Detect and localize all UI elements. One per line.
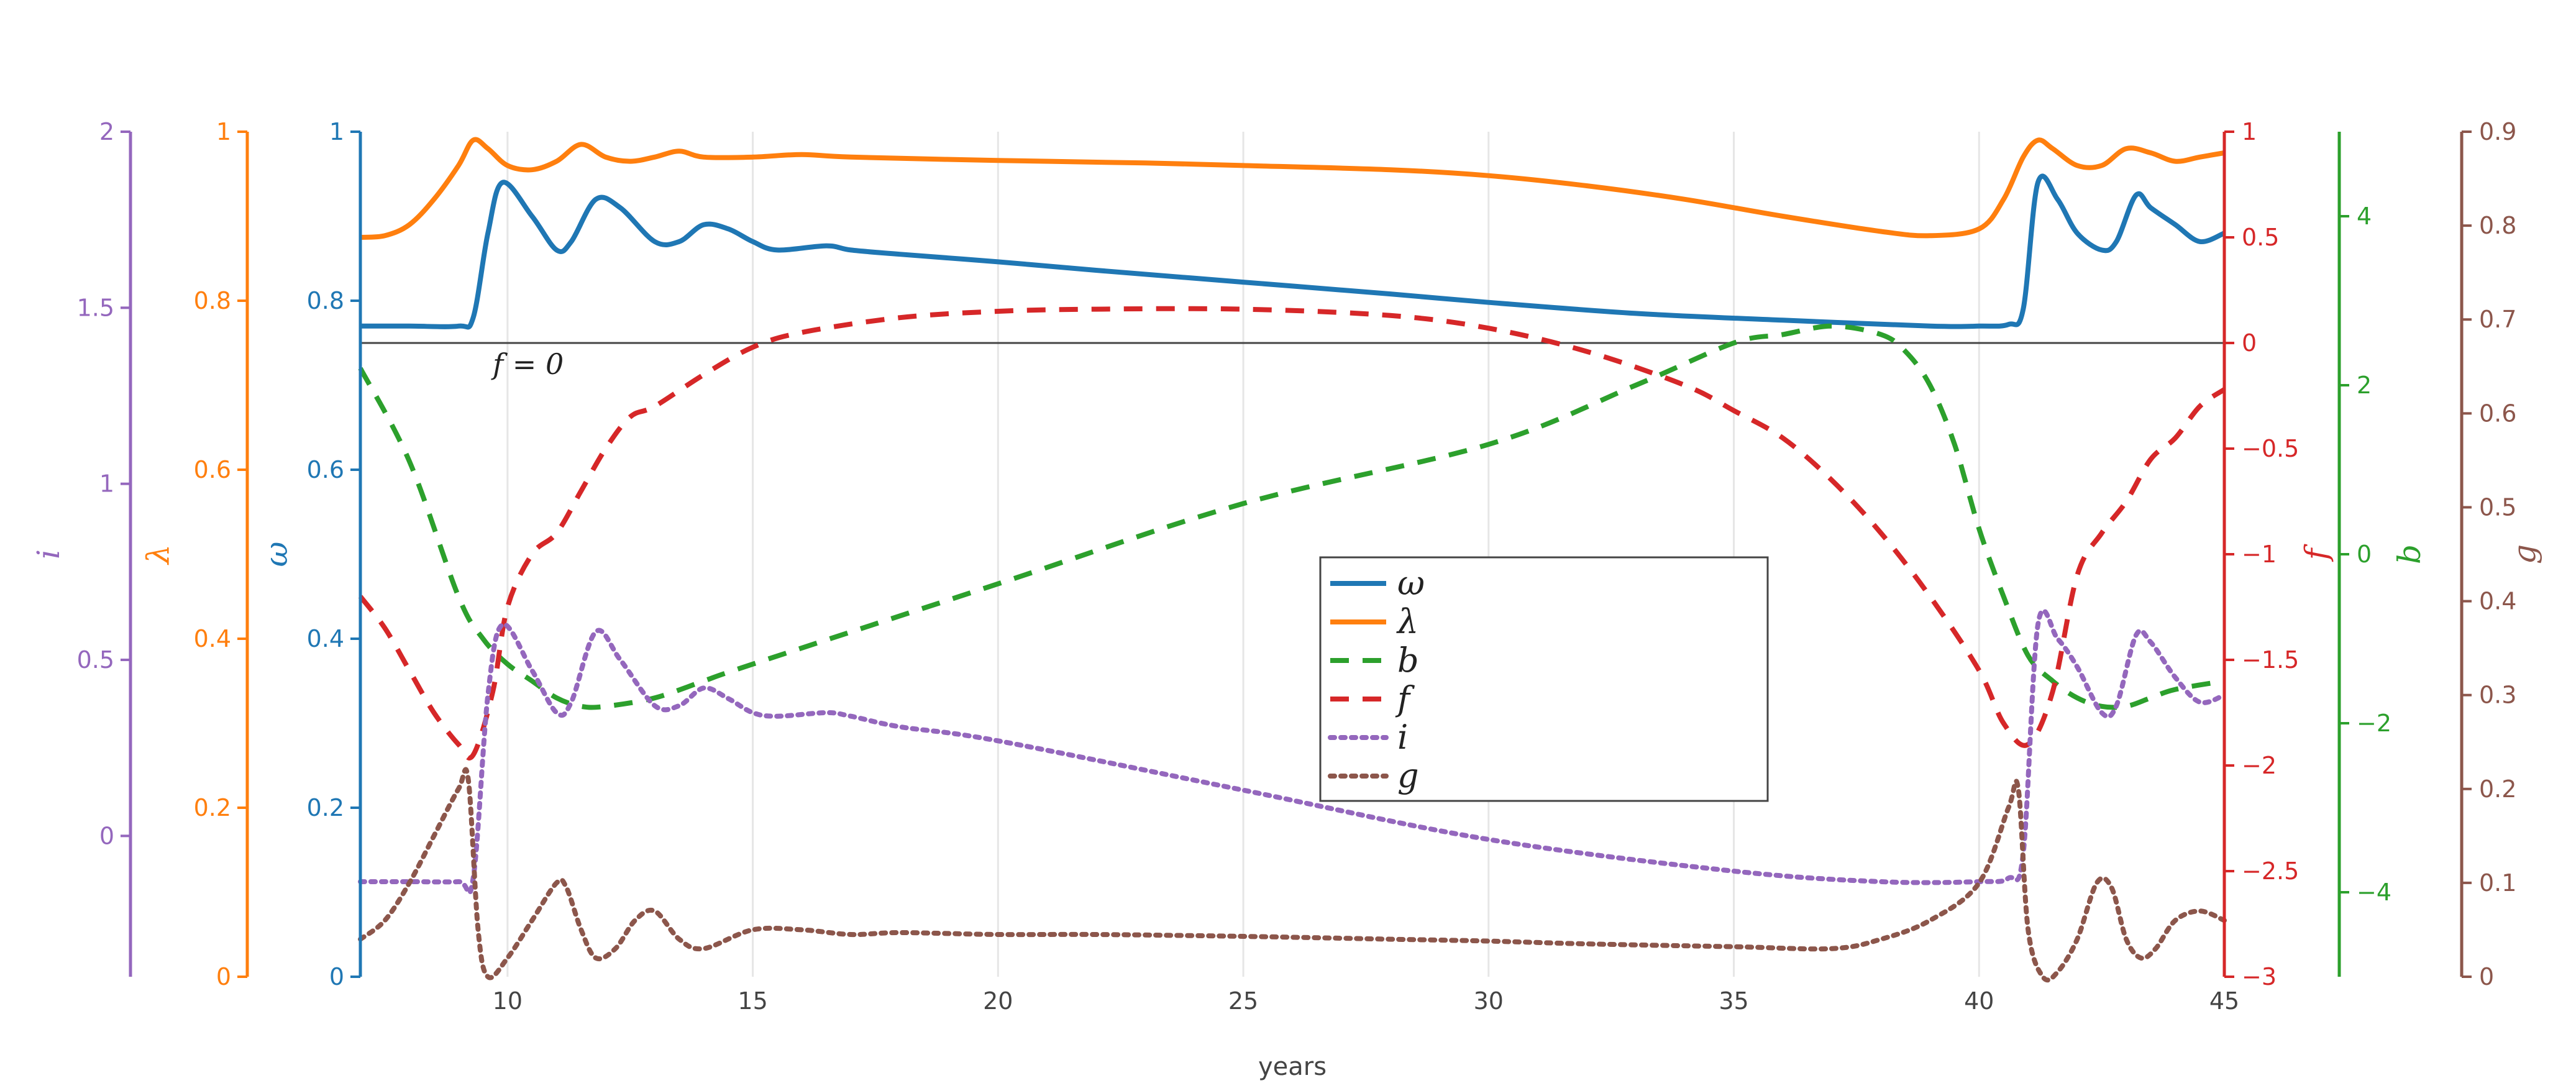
- g-tick-label: 0.9: [2479, 118, 2516, 145]
- f-axis-title: f: [2298, 544, 2334, 562]
- f-tick-label: 1: [2242, 118, 2257, 145]
- legend-label-lambda: λ: [1396, 602, 1418, 641]
- omega-tick-label: 0.2: [307, 794, 344, 821]
- i-tick-label: 2: [99, 118, 114, 145]
- x-axis: 10 15 20 25 30 35 40 45: [493, 987, 2240, 1015]
- i-tick-label: 0.5: [77, 646, 114, 674]
- series-line-lambda: [360, 137, 2225, 240]
- g-tick-label: 0.5: [2479, 493, 2516, 521]
- f-axis: −3 −2.5 −2 −1.5 −1 −0.5 0 0.5 1 f: [2222, 118, 2334, 990]
- f-tick-label: −2: [2242, 752, 2277, 779]
- g-axis-title: g: [2506, 544, 2542, 564]
- b-tick-label: 4: [2357, 203, 2372, 230]
- lambda-tick-label: 0: [216, 963, 231, 990]
- g-tick-label: 0.4: [2479, 588, 2516, 615]
- f-tick-label: −2.5: [2242, 857, 2299, 885]
- g-tick-label: 0.8: [2479, 212, 2516, 239]
- i-tick-label: 1.5: [77, 294, 114, 321]
- omega-tick-label: 0.8: [307, 287, 344, 314]
- g-axis: 0 0.1 0.2 0.3 0.4 0.5 0.6 0.7 0.8 0.9 g: [2460, 118, 2542, 990]
- x-tick-label: 40: [1964, 987, 1994, 1015]
- omega-tick-label: 0: [329, 963, 344, 990]
- x-tick-label: 45: [2209, 987, 2239, 1015]
- f-zero-annotation: f = 0: [491, 347, 564, 381]
- omega-axis: 0 0.2 0.4 0.6 0.8 1 ω: [258, 118, 362, 990]
- i-tick-label: 0: [99, 822, 114, 849]
- series-line-omega: [360, 173, 2226, 330]
- series-group: [358, 137, 2227, 983]
- i-tick-label: 1: [99, 470, 114, 498]
- legend-label-i: i: [1397, 718, 1408, 757]
- legend-label-omega: ω: [1397, 564, 1425, 603]
- lambda-tick-label: 0.6: [194, 456, 231, 483]
- g-tick-label: 0.2: [2479, 775, 2516, 803]
- g-tick-label: 0.1: [2479, 869, 2516, 897]
- b-tick-label: −4: [2357, 879, 2391, 906]
- f-tick-label: −1.5: [2242, 646, 2299, 674]
- lambda-tick-label: 0.2: [194, 794, 231, 821]
- grid-lines: [506, 132, 2226, 977]
- lambda-axis-title: λ: [140, 544, 176, 565]
- b-tick-label: 2: [2357, 372, 2372, 399]
- axes-group: 0 0.5 1 1.5 2 i 0 0.2 0.4 0.6 0.8 1 λ 0 0.2 0.4 0.6 0.8 1 ω…: [30, 118, 2542, 1015]
- omega-tick-label: 1: [329, 118, 344, 145]
- f-tick-label: −3: [2242, 963, 2277, 990]
- f-tick-label: 0.5: [2242, 224, 2279, 251]
- omega-axis-title: ω: [258, 542, 295, 567]
- omega-tick-label: 0.6: [307, 456, 344, 483]
- f-tick-label: −0.5: [2242, 435, 2299, 462]
- f-tick-label: 0: [2242, 329, 2257, 357]
- b-tick-label: −2: [2357, 710, 2391, 737]
- x-tick-label: 25: [1228, 987, 1258, 1015]
- x-tick-label: 15: [738, 987, 767, 1015]
- series-line-i: [358, 608, 2227, 895]
- b-axis-title: b: [2391, 544, 2428, 564]
- x-tick-label: 20: [983, 987, 1013, 1015]
- legend-box: [1319, 556, 1769, 802]
- g-tick-label: 0.3: [2479, 682, 2516, 709]
- g-tick-label: 0.7: [2479, 306, 2516, 333]
- lambda-tick-label: 0.8: [194, 287, 231, 314]
- x-axis-title: years: [1258, 1053, 1327, 1081]
- x-tick-label: 35: [1719, 987, 1748, 1015]
- lambda-tick-label: 0.4: [194, 625, 231, 652]
- i-axis: 0 0.5 1 1.5 2 i: [30, 118, 132, 977]
- series-line-g: [358, 767, 2227, 983]
- g-tick-label: 0.6: [2479, 400, 2516, 427]
- x-tick-label: 10: [493, 987, 523, 1015]
- b-axis: −4 −2 0 2 4 b: [2337, 132, 2428, 977]
- omega-tick-label: 0.4: [307, 625, 344, 652]
- g-tick-label: 0: [2479, 963, 2494, 990]
- x-tick-label: 30: [1474, 987, 1504, 1015]
- lambda-axis: 0 0.2 0.4 0.6 0.8 1 λ: [140, 118, 249, 990]
- b-tick-label: 0: [2357, 541, 2372, 568]
- f-tick-label: −1: [2242, 541, 2277, 568]
- series-line-f: [358, 306, 2226, 761]
- lambda-tick-label: 1: [216, 118, 231, 145]
- legend-label-b: b: [1397, 641, 1419, 680]
- series-line-b: [358, 323, 2225, 710]
- legend-label-g: g: [1397, 756, 1419, 795]
- i-axis-title: i: [30, 549, 66, 559]
